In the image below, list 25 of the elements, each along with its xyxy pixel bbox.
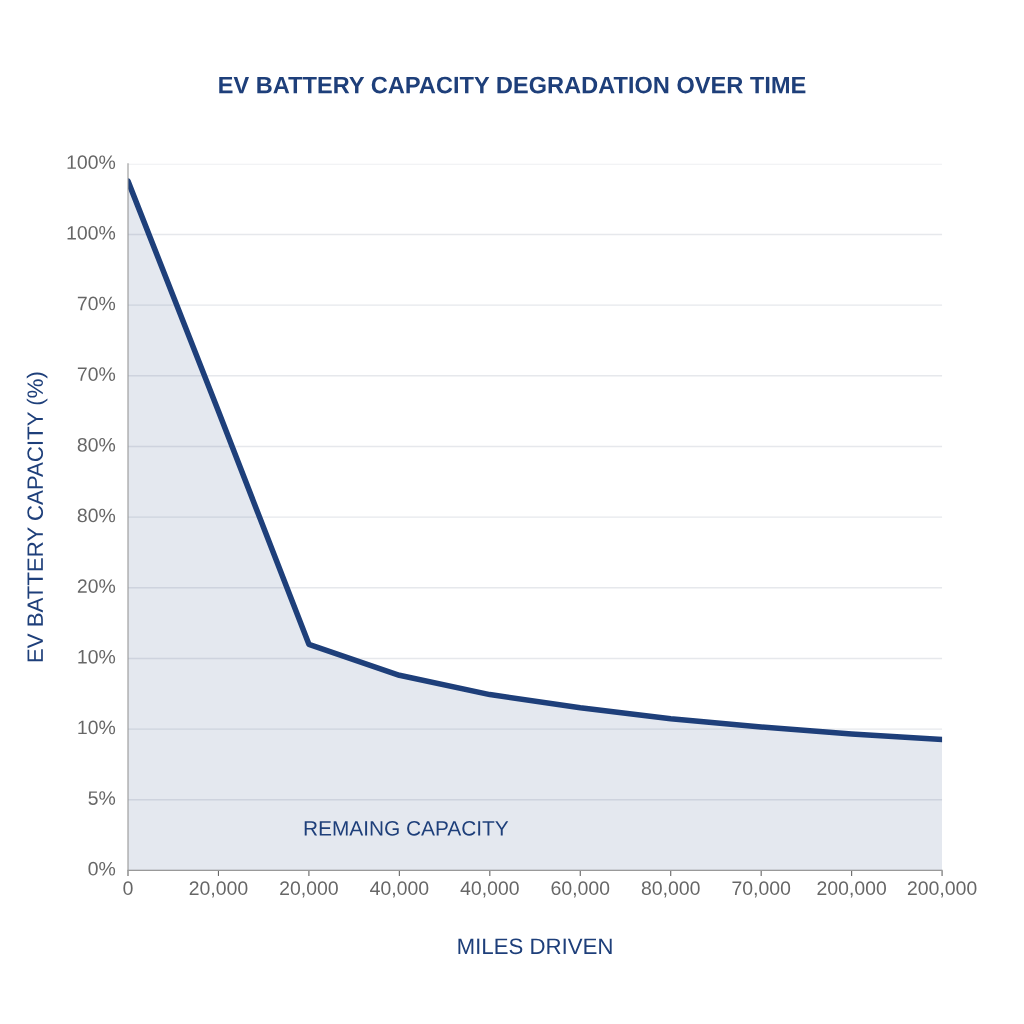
x-tick-label: 40,000 (370, 881, 429, 898)
text: 80% (77, 508, 116, 523)
text: 5% (88, 791, 116, 805)
text: 10% (78, 649, 116, 664)
x-tick-label: 70,000 (732, 881, 791, 898)
x-tick-label: 80,000 (641, 881, 700, 898)
text: 70% (77, 296, 116, 311)
text: 100% (67, 155, 116, 170)
text: 0% (88, 861, 116, 876)
annotation: REMAING CAPACITY (304, 820, 509, 836)
chart-title: EV BATTERY CAPACITY DEGRADATION OVER TIME (219, 76, 806, 94)
x-tick-label: 40,000 (460, 881, 519, 898)
x-axis-title: MILES DRIVEN (458, 938, 612, 955)
x-tick-label: 200,000 (907, 881, 977, 898)
x-tick-label: 200,000 (817, 881, 887, 898)
text: 80% (77, 437, 116, 452)
text: 70% (77, 367, 116, 382)
text: 100% (67, 225, 116, 240)
x-tick-label: 20,000 (189, 881, 248, 898)
x-tick-label: 20,000 (280, 881, 338, 898)
x-tick-label: 60,000 (551, 881, 610, 898)
y-axis-title: EV BATTERY CAPACITY (%) (26, 372, 48, 662)
x-tick-label: 0 (123, 881, 133, 896)
text: 10% (78, 720, 116, 735)
text: 20% (77, 579, 116, 593)
